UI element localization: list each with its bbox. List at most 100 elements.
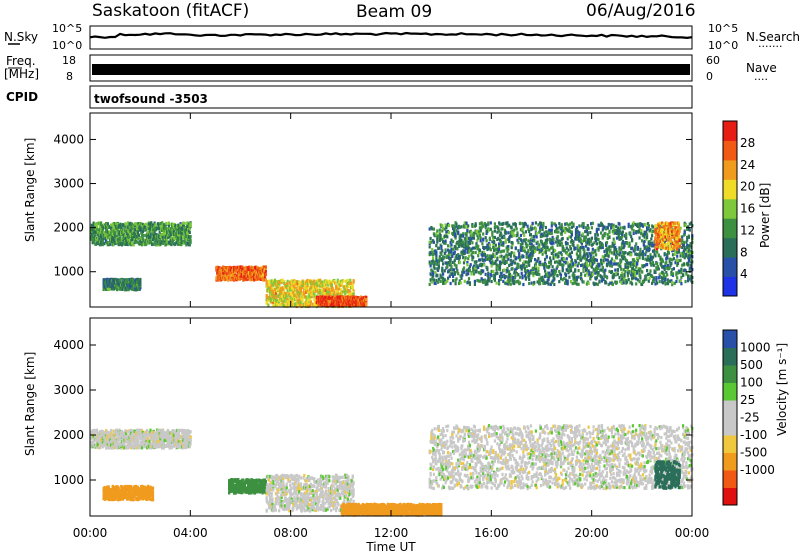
power-cell [452,232,455,237]
power-cell [593,241,596,245]
power-cell [550,231,553,235]
power-cell [139,286,142,290]
power-cell [597,237,600,241]
power-cell [293,284,296,288]
power-cell [538,243,541,247]
power-cell [574,228,578,232]
power-cell [115,235,119,239]
power-cell [491,240,494,244]
power-cell [327,298,330,302]
power-cell [532,249,535,253]
power-cell [512,275,515,280]
power-cell [577,235,580,239]
power-cell [499,222,502,226]
power-cell [299,302,302,306]
power-cell [606,258,609,262]
power-cell [105,241,109,245]
power-cell [513,280,516,284]
power-cell [512,231,515,235]
power-cell [445,226,448,230]
power-cell [572,243,575,248]
power-cell [624,250,627,255]
power-cell [471,224,474,228]
power-cell [501,235,504,239]
power-cell [578,231,581,235]
power-cell [588,272,591,276]
power-cell [534,227,537,231]
power-cell [189,224,192,228]
power-cell [115,284,118,288]
power-cell [510,234,513,238]
power-cell [110,234,114,238]
power-cell [484,236,487,240]
power-cell [601,255,604,259]
power-cell [327,281,330,285]
power-cell [622,281,625,285]
power-cell [534,258,537,262]
power-cell [105,226,108,230]
power-cell [93,227,96,232]
power-cell [585,252,588,256]
power-cell [508,278,512,282]
power-cell [564,273,568,277]
power-cell [165,221,168,226]
power-cell [509,282,512,286]
power-cell [279,297,282,301]
power-cell [264,272,267,276]
power-cell [502,279,505,283]
power-cell [620,281,624,285]
power-cell [188,230,191,234]
power-cell [523,224,526,228]
power-cell [529,242,532,246]
power-cell [577,275,580,279]
power-cell [239,265,242,269]
power-cell [504,231,507,235]
power-cell [108,287,111,291]
power-cell [448,249,451,253]
power-cell [128,238,131,242]
power-cell [626,265,629,269]
power-cell [189,240,192,245]
power-cell [488,279,491,283]
power-cell [92,237,95,241]
power-cell [441,249,444,253]
power-cell [561,244,564,249]
power-cell [474,223,477,227]
power-cell [466,268,469,272]
power-cell [175,241,178,245]
power-cell [493,261,496,265]
power-cell [318,282,321,286]
power-cell [313,279,316,283]
power-cell [585,271,588,275]
power-cell [544,263,547,267]
power-cell [486,279,489,283]
freq-panel-frame [89,54,693,82]
power-cell [272,290,275,294]
power-cell [508,263,511,267]
power-cell [156,238,160,242]
power-cell [434,262,437,266]
power-cell [478,233,481,237]
nsky-label: N.Sky [4,30,38,44]
power-cell [442,276,445,280]
power-cell [534,249,537,253]
power-cell [333,290,336,294]
power-cell [188,243,191,247]
power-cell [133,228,136,232]
power-cell [508,237,511,241]
power-cell [445,232,448,236]
power-cell [463,221,466,225]
power-cell [439,234,442,238]
power-cell [290,288,293,292]
power-cell [595,282,598,286]
power-cell [488,276,491,280]
power-cell [584,265,587,269]
power-cell [487,273,490,277]
power-cell [615,231,619,236]
power-cell [507,245,510,249]
power-cell [249,278,252,282]
power-cell [595,276,598,280]
power-cell [579,252,582,256]
power-cell [453,250,456,254]
power-cell [136,287,139,291]
